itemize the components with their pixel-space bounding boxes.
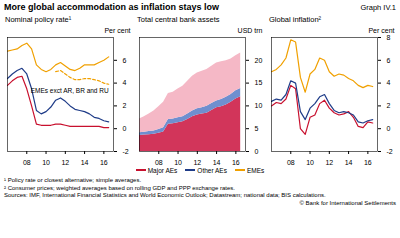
svg-text:USD trn: USD trn <box>238 27 263 34</box>
svg-text:08: 08 <box>23 159 31 166</box>
svg-text:10: 10 <box>174 159 182 166</box>
svg-text:15: 15 <box>255 79 263 86</box>
html-text:More global accommodation as i: More global accommodation as inflation s… <box>4 2 219 12</box>
html-text:² Consumer prices; weighted av: ² Consumer prices; weighted averages bas… <box>4 184 235 191</box>
svg-text:2: 2 <box>387 102 391 109</box>
svg-text:12: 12 <box>325 159 333 166</box>
svg-text:20: 20 <box>255 57 263 64</box>
svg-text:10: 10 <box>306 159 314 166</box>
html-text:Total central bank assets: Total central bank assets <box>137 15 220 24</box>
svg-text:0: 0 <box>123 125 127 132</box>
svg-text:5: 5 <box>255 125 259 132</box>
svg-text:08: 08 <box>287 159 295 166</box>
svg-text:0: 0 <box>255 148 259 155</box>
html-text:Graph IV.1: Graph IV.1 <box>360 3 396 12</box>
svg-text:12: 12 <box>61 159 69 166</box>
html-text:Major AEs: Major AEs <box>147 166 178 174</box>
svg-text:08: 08 <box>155 159 163 166</box>
html-text:EMEs: EMEs <box>247 166 265 174</box>
svg-text:10: 10 <box>42 159 50 166</box>
svg-text:16: 16 <box>364 159 372 166</box>
html-text:Nominal policy rate¹: Nominal policy rate¹ <box>5 15 72 24</box>
svg-text:14: 14 <box>213 159 221 166</box>
svg-text:10: 10 <box>255 102 263 109</box>
svg-text:14: 14 <box>81 159 89 166</box>
html-text:© Bank for International Settl: © Bank for International Settlements <box>299 199 396 206</box>
svg-text:12: 12 <box>193 159 201 166</box>
svg-text:4: 4 <box>123 79 127 86</box>
svg-text:6: 6 <box>123 57 127 64</box>
html-text:Global inflation²: Global inflation² <box>269 15 322 24</box>
svg-text:8: 8 <box>387 34 391 41</box>
svg-text:EMEs exct AR, BR and RU: EMEs exct AR, BR and RU <box>31 87 109 94</box>
svg-text:Per cent: Per cent <box>104 27 130 34</box>
svg-text:6: 6 <box>387 57 391 64</box>
svg-text:-2: -2 <box>387 148 393 155</box>
svg-text:16: 16 <box>100 159 108 166</box>
svg-text:Per cent: Per cent <box>368 27 394 34</box>
svg-text:14: 14 <box>345 159 353 166</box>
svg-text:0: 0 <box>387 125 391 132</box>
html-text:Sources: IMF, International Fi: Sources: IMF, International Financial St… <box>4 192 326 198</box>
html-text:¹ Policy rate or closest alter: ¹ Policy rate or closest alternative; si… <box>4 177 142 183</box>
svg-text:-2: -2 <box>123 148 129 155</box>
html-text:Other AEs: Other AEs <box>197 166 227 174</box>
svg-text:2: 2 <box>123 102 127 109</box>
svg-text:4: 4 <box>387 79 391 86</box>
svg-text:16: 16 <box>232 159 240 166</box>
